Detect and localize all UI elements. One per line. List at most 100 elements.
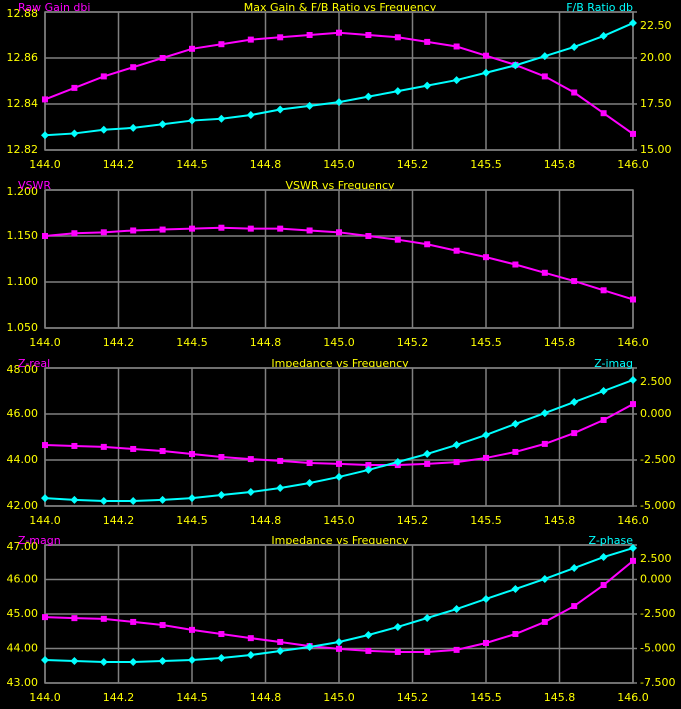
x-tick-label: 144.2 <box>103 514 135 527</box>
point-marker <box>247 635 254 642</box>
x-tick-label: 144.0 <box>29 158 61 171</box>
point-marker <box>453 43 460 50</box>
point-marker <box>629 19 637 28</box>
point-marker <box>277 34 284 41</box>
point-marker <box>600 416 607 423</box>
point-marker <box>159 622 166 629</box>
x-tick-label: 145.0 <box>323 691 355 704</box>
point-marker <box>541 269 548 276</box>
point-marker <box>217 114 226 123</box>
point-marker <box>277 225 284 232</box>
y-tick-label: 1.200 <box>7 185 39 198</box>
point-marker <box>512 631 519 638</box>
point-marker <box>394 34 401 41</box>
point-marker <box>600 110 607 117</box>
point-marker <box>189 225 195 232</box>
x-tick-label: 145.0 <box>323 336 355 349</box>
point-marker <box>336 229 342 236</box>
point-marker <box>306 32 313 38</box>
point-marker <box>130 618 137 625</box>
point-marker <box>100 615 107 622</box>
point-marker <box>100 229 107 236</box>
x-tick-label: 144.5 <box>176 336 208 349</box>
y-axis-label: VSWR <box>18 179 51 192</box>
point-marker <box>189 626 195 633</box>
x-tick-label: 144.8 <box>250 691 282 704</box>
point-marker <box>335 98 343 107</box>
x-tick-label: 144.5 <box>176 514 208 527</box>
point-marker <box>571 430 578 437</box>
x-tick-label: 145.8 <box>544 336 576 349</box>
point-marker <box>336 460 342 467</box>
point-marker <box>483 454 489 461</box>
y-tick-label: 12.82 <box>7 143 39 156</box>
x-tick-label: 144.2 <box>103 691 135 704</box>
point-marker <box>570 564 579 573</box>
x-tick-label: 144.5 <box>176 158 208 171</box>
point-marker <box>41 494 49 503</box>
point-marker <box>335 472 343 481</box>
chart-title: Max Gain & F/B Ratio vs Frequency <box>244 1 437 14</box>
point-marker <box>541 440 548 447</box>
chart-title: VSWR vs Frequency <box>285 179 395 192</box>
x-tick-label: 144.8 <box>250 336 282 349</box>
point-marker <box>71 442 78 449</box>
point-marker <box>158 657 167 666</box>
y-tick-label: 42.00 <box>7 499 39 512</box>
x-tick-label: 144.5 <box>176 691 208 704</box>
point-marker <box>424 648 431 655</box>
point-marker <box>600 582 607 589</box>
y2-tick-label: 2.500 <box>640 375 672 388</box>
chart-title: Impedance vs Frequency <box>271 534 409 547</box>
point-marker <box>599 553 608 562</box>
point-marker <box>453 646 460 653</box>
y-tick-label: 1.050 <box>7 321 39 334</box>
y2-tick-label: 20.00 <box>640 51 672 64</box>
point-marker <box>336 645 342 652</box>
y2-tick-label: -2.500 <box>640 453 675 466</box>
point-marker <box>189 451 195 458</box>
point-marker <box>512 261 519 268</box>
point-marker <box>42 614 48 621</box>
point-marker <box>453 459 460 466</box>
y2-tick-label: 0.000 <box>640 407 672 420</box>
point-marker <box>129 497 138 506</box>
point-marker <box>540 574 549 583</box>
x-tick-label: 145.8 <box>544 691 576 704</box>
point-marker <box>70 495 79 504</box>
y-tick-label: 44.00 <box>7 453 39 466</box>
point-marker <box>365 647 372 654</box>
point-marker <box>452 440 461 449</box>
x-tick-label: 145.2 <box>397 514 429 527</box>
x-tick-label: 144.2 <box>103 158 135 171</box>
x-tick-label: 144.0 <box>29 514 61 527</box>
point-marker <box>630 130 636 137</box>
point-marker <box>71 615 78 622</box>
point-marker <box>188 116 196 125</box>
point-marker <box>305 479 314 487</box>
point-marker <box>511 419 520 428</box>
x-tick-label: 144.8 <box>250 514 282 527</box>
point-marker <box>247 36 254 43</box>
y2-tick-label: -7.500 <box>640 676 675 689</box>
y2-axis-label: F/B Ratio db <box>566 1 633 14</box>
point-marker <box>129 658 138 667</box>
y-tick-label: 12.84 <box>7 97 39 110</box>
point-marker <box>70 657 79 666</box>
point-marker <box>571 278 578 285</box>
point-marker <box>599 31 608 40</box>
point-marker <box>483 639 489 646</box>
point-marker <box>71 84 78 91</box>
plot-frame <box>44 189 634 329</box>
point-marker <box>600 287 607 294</box>
point-marker <box>336 29 342 36</box>
point-marker <box>306 227 313 234</box>
point-marker <box>393 87 402 96</box>
point-marker <box>423 614 432 623</box>
x-tick-label: 145.5 <box>470 158 502 171</box>
point-marker <box>424 38 431 45</box>
point-marker <box>482 594 490 603</box>
point-marker <box>483 254 489 261</box>
y-tick-label: 45.00 <box>7 607 39 620</box>
x-tick-label: 145.8 <box>544 514 576 527</box>
